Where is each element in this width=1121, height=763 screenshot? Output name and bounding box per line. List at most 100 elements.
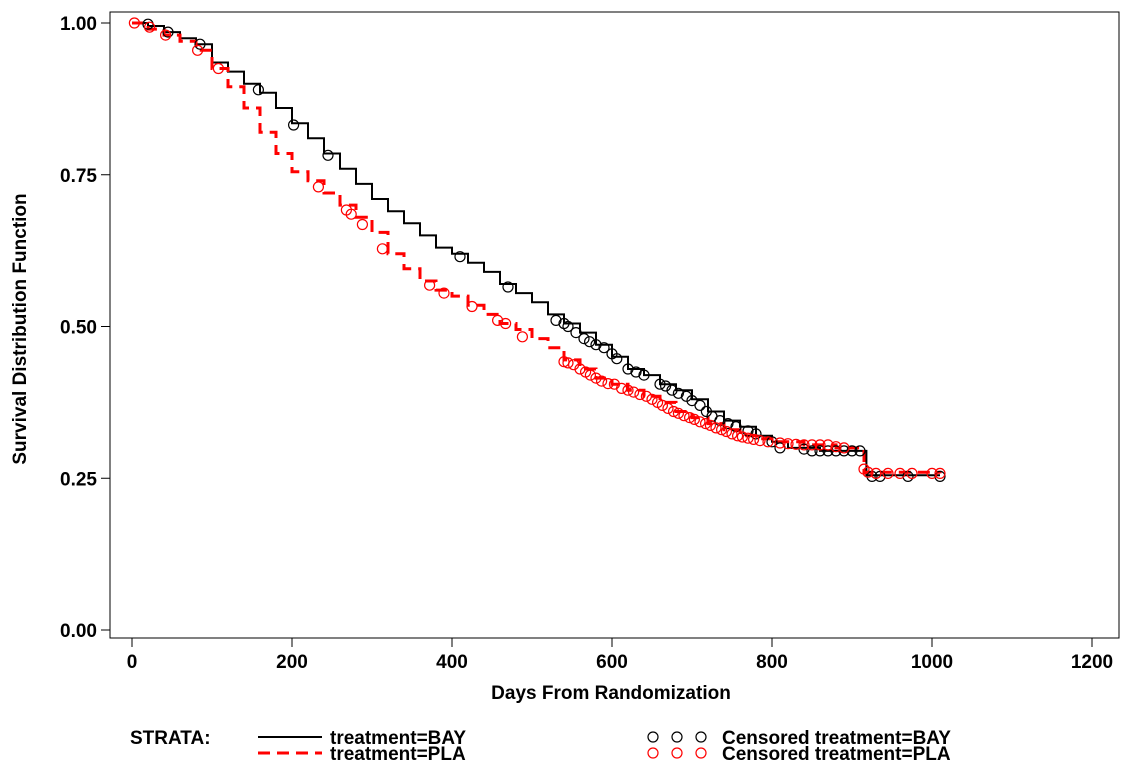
censor-marker-pla [667, 405, 680, 418]
censor-marker-pla [934, 467, 946, 479]
censor-marker-pla [926, 467, 938, 479]
x-tick-label: 1200 [1071, 652, 1113, 673]
legend-title: STRATA: [130, 728, 211, 749]
x-tick-label: 400 [436, 652, 468, 673]
legend-censor-glyph [695, 731, 707, 743]
censor-marker-bay [814, 445, 826, 457]
censor-marker-pla [838, 442, 850, 454]
censor-marker-bay [578, 333, 590, 345]
censor-marker-pla [720, 425, 733, 438]
censor-marker-pla [822, 439, 834, 451]
censor-marker-pla [212, 62, 224, 75]
censor-marker-bay [830, 445, 842, 457]
censor-marker-pla [814, 439, 826, 451]
censor-marker-pla [662, 402, 674, 414]
censor-marker-pla [656, 399, 669, 411]
legend-label-censor-pla: Censored treatment=PLA [722, 744, 951, 763]
censor-marker-bay [854, 445, 866, 457]
censor-marker-pla [699, 418, 712, 430]
censor-marker-pla [906, 467, 918, 479]
censor-markers [128, 17, 946, 482]
y-tick-label: 0.50 [60, 318, 97, 339]
censor-marker-bay [638, 369, 650, 381]
censor-marker-pla [584, 369, 597, 381]
censor-marker-bay [583, 336, 596, 348]
x-axis: 0 200 400 600 800 1000 1200 [127, 638, 1113, 673]
censor-marker-pla [830, 441, 842, 453]
censor-marker-pla [894, 467, 906, 479]
x-axis-title: Days From Randomization [491, 683, 731, 704]
x-tick-label: 200 [276, 652, 308, 673]
censor-marker-bay [502, 281, 514, 293]
survival-curves [132, 21, 942, 477]
censor-marker-bay [934, 470, 946, 482]
censor-marker-pla [312, 181, 324, 193]
censor-marker-pla [144, 21, 156, 33]
censor-marker-pla [882, 467, 894, 479]
censor-marker-bay [252, 84, 264, 96]
legend-censor-glyph [647, 731, 659, 743]
censor-marker-pla [754, 435, 766, 447]
censor-marker-pla [694, 416, 706, 428]
censor-marker-pla [742, 432, 754, 444]
legend-label-bay: treatment=BAY [330, 728, 466, 749]
censor-marker-pla [602, 378, 614, 390]
censor-marker-bay [766, 436, 778, 448]
censor-marker-bay [322, 149, 334, 161]
censor-marker-pla [646, 393, 658, 405]
censor-marker-pla [710, 422, 722, 434]
censor-marker-pla [806, 439, 818, 451]
censor-marker-bay [562, 320, 574, 333]
censor-marker-pla [678, 410, 690, 422]
censor-marker-pla [627, 386, 640, 398]
censor-marker-pla [615, 382, 628, 394]
censor-marker-pla [688, 413, 701, 425]
y-axis-title: Survival Distribution Function [10, 193, 31, 464]
censor-marker-pla [574, 363, 586, 375]
censor-marker-bay [742, 425, 754, 437]
legend-censor-pla [647, 747, 707, 759]
censor-marker-bay [806, 445, 818, 457]
censor-marker-pla [516, 331, 529, 343]
censor-marker-pla [731, 430, 744, 442]
censor-marker-pla [438, 287, 450, 299]
y-tick-label: 0.75 [60, 166, 97, 187]
censor-marker-pla [345, 208, 357, 220]
x-tick-label: 800 [756, 652, 788, 673]
censor-marker-pla [128, 17, 140, 29]
censor-marker-pla [704, 419, 717, 431]
censor-marker-pla [726, 428, 738, 440]
censor-marker-pla [782, 438, 794, 450]
censor-marker-pla [466, 300, 478, 313]
censor-marker-bay [288, 119, 300, 131]
plot-area [109, 11, 1120, 639]
censor-marker-pla [862, 466, 874, 478]
censor-marker-pla [672, 407, 685, 419]
legend-censor-glyph [647, 747, 659, 759]
censor-marker-pla [870, 467, 882, 479]
censor-marker-pla [790, 438, 802, 450]
series-line-bay [132, 22, 940, 477]
censor-marker-pla [640, 390, 653, 402]
censor-marker-pla [376, 243, 388, 255]
censor-marker-bay [570, 327, 582, 339]
censor-marker-bay [162, 26, 174, 38]
censor-marker-bay [630, 366, 642, 378]
y-tick-label: 0.00 [60, 621, 97, 642]
legend: STRATA: treatment=BAY treatment=PLA Cens… [130, 728, 951, 763]
legend-censor-bay [647, 731, 707, 743]
censor-marker-pla [736, 431, 749, 443]
censor-marker-bay [846, 445, 858, 457]
legend-censor-glyph [671, 747, 683, 759]
censor-marker-pla [192, 44, 204, 56]
censor-marker-pla [590, 372, 602, 384]
censor-marker-bay [680, 390, 693, 402]
censor-marker-pla [160, 29, 172, 41]
censor-marker-bay [194, 38, 206, 50]
y-tick-label: 0.25 [60, 469, 97, 490]
censor-marker-pla [622, 384, 634, 396]
y-axis: 0.00 0.25 0.50 0.75 1.00 [60, 14, 110, 642]
censor-marker-pla [798, 439, 810, 451]
censor-marker-bay [654, 378, 666, 390]
